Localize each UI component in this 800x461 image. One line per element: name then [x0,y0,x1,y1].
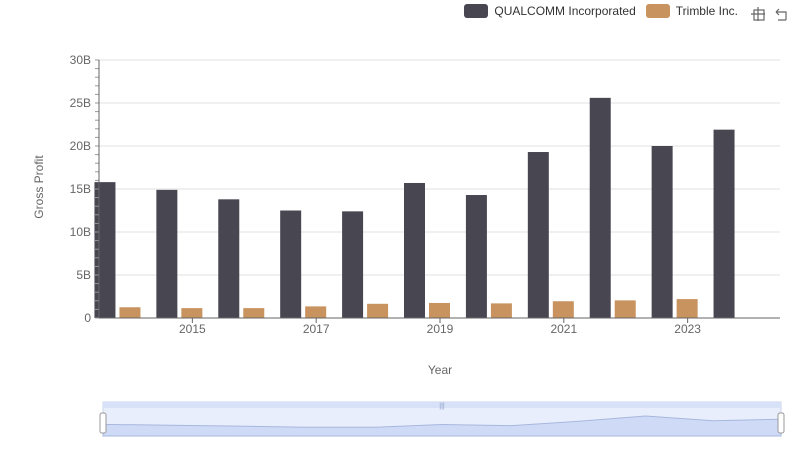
bar-qualcomm-2020[interactable] [465,195,487,318]
bar-trimble-2020[interactable] [490,303,512,318]
bar-qualcomm-2017[interactable] [280,210,302,319]
zoom-handle-left[interactable] [99,412,107,434]
legend-item-trimble[interactable]: Trimble Inc. [645,4,738,18]
bar-trimble-2015[interactable] [181,308,203,318]
x-tick-label: 2015 [179,322,206,336]
bar-trimble-2017[interactable] [305,306,327,318]
legend-label-trimble: Trimble Inc. [675,4,738,18]
toolbox [750,6,790,22]
bar-trimble-2016[interactable] [243,308,265,318]
restore-icon[interactable] [774,6,790,22]
legend-swatch-trimble [645,4,670,18]
bar-qualcomm-2023[interactable] [651,146,673,318]
legend: QUALCOMM Incorporated Trimble Inc. [464,4,738,18]
bar-qualcomm-2021[interactable] [527,152,549,318]
axes: 0 5B 10B 15B 20B 25B 30B 2015 2017 2019 2021 2023 [70,53,780,336]
bar-trimble-2022[interactable] [614,300,636,318]
zoom-icon[interactable] [750,6,766,22]
zoom-grip-icon[interactable]: ||| [439,403,445,410]
zoom-handle-right[interactable] [777,412,785,434]
x-axis-title: Year [427,363,453,377]
y-tick-label: 10B [70,225,91,239]
y-tick-label: 0 [84,311,91,325]
bar-trimble-2014[interactable] [119,307,141,318]
y-tick-label: 30B [70,53,91,67]
data-zoom-slider[interactable]: ||| [99,401,785,437]
y-tick-label: 5B [76,268,91,282]
bar-qualcomm-2016[interactable] [218,199,240,318]
x-tick-label: 2019 [427,322,454,336]
zoom-preview-area [102,415,782,437]
y-axis-title: Gross Profit [32,155,46,219]
bar-qualcomm-2015[interactable] [156,189,178,318]
legend-swatch-qualcomm [464,4,489,18]
bar-trimble-2019[interactable] [429,302,450,318]
bar-trimble-2021[interactable] [552,301,574,318]
grid-lines [99,59,780,276]
y-tick-label: 25B [70,96,91,110]
x-tick-label: 2021 [550,322,577,336]
legend-item-qualcomm[interactable]: QUALCOMM Incorporated [464,4,636,18]
legend-label-qualcomm: QUALCOMM Incorporated [494,4,636,18]
bar-qualcomm-2014[interactable] [94,182,116,318]
zoom-top-bar[interactable] [103,402,781,408]
bar-qualcomm-2022[interactable] [589,97,611,318]
bar-qualcomm-2018[interactable] [342,211,364,318]
bar-qualcomm-2024[interactable] [713,129,735,318]
bar-qualcomm-2019[interactable] [404,182,425,318]
bar-trimble-2018[interactable] [367,303,389,318]
y-tick-label: 20B [70,139,91,153]
y-tick-label: 15B [70,182,91,196]
x-tick-label: 2017 [303,322,330,336]
bar-trimble-2023[interactable] [676,299,698,318]
x-tick-label: 2023 [674,322,701,336]
bars [94,97,735,319]
